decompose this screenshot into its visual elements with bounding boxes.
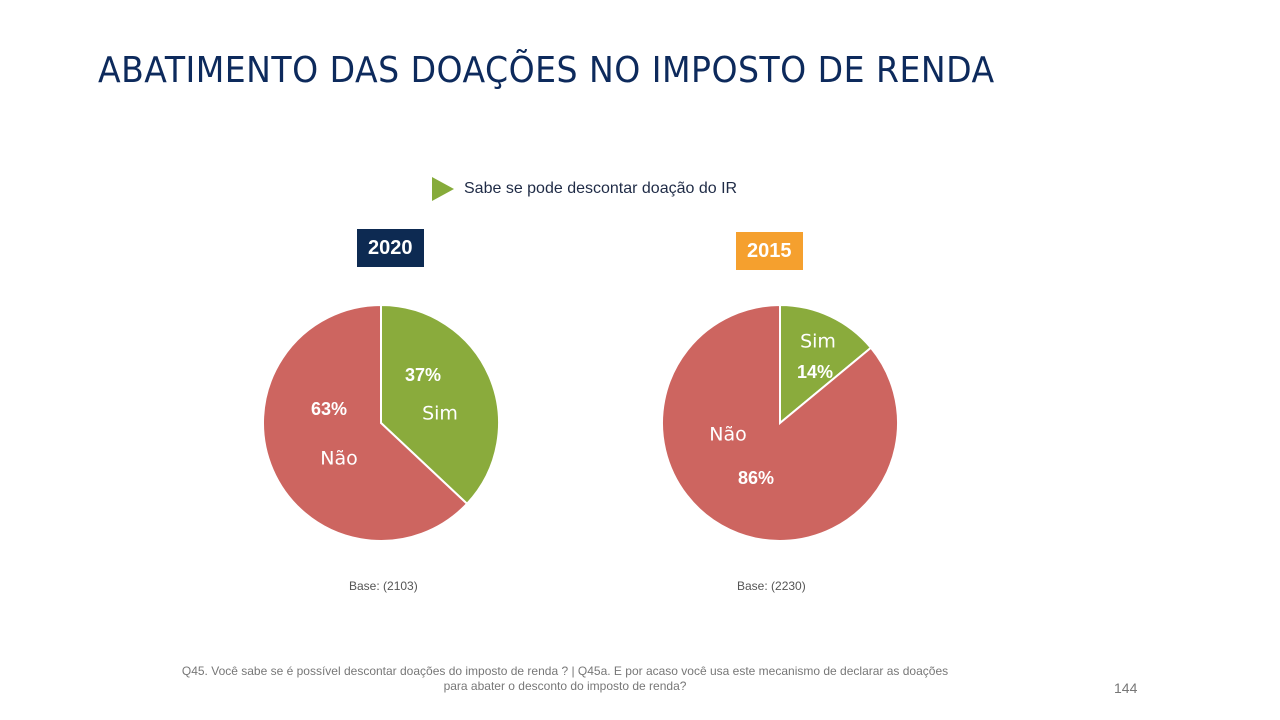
pie-2015-slice-nao <box>661 303 899 542</box>
pie-2015-category-label-nao: Não <box>709 424 746 446</box>
year-badge-2015: 2015 <box>736 232 803 270</box>
pie-2020-category-label-sim: Sim <box>422 403 458 425</box>
page-title: ABATIMENTO DAS DOAÇÕES NO IMPOSTO DE REN… <box>98 50 995 91</box>
pie-2015-value-label-nao: 86% <box>738 468 774 488</box>
footnote: Q45. Você sabe se é possível descontar d… <box>80 664 1050 694</box>
pie-2020-slice-nao <box>262 303 469 542</box>
legend-label: Sabe se pode descontar doação do IR <box>464 180 738 197</box>
pie-2020-category-label-nao: Não <box>320 448 357 470</box>
footnote-line-1: Q45. Você sabe se é possível descontar d… <box>181 664 949 678</box>
base-2020: Base: (2103) <box>349 579 418 593</box>
pie-2020-value-label-sim: 37% <box>405 365 441 385</box>
pie-2015-slice-sim <box>779 303 873 426</box>
footnote-line-2: para abater o desconto do imposto de ren… <box>443 679 687 693</box>
pie-2020-value-label-nao: 63% <box>311 399 347 419</box>
pie-2015-value-label-sim: 14% <box>797 362 833 382</box>
year-badge-2020: 2020 <box>357 229 424 267</box>
pie-2015-category-label-sim: Sim <box>800 331 836 353</box>
legend: Sabe se pode descontar doação do IR <box>432 177 737 201</box>
base-2015: Base: (2230) <box>737 579 806 593</box>
page-number: 144 <box>1114 680 1138 696</box>
pie-2020-slice-sim <box>380 303 500 506</box>
legend-triangle-icon <box>432 177 454 201</box>
